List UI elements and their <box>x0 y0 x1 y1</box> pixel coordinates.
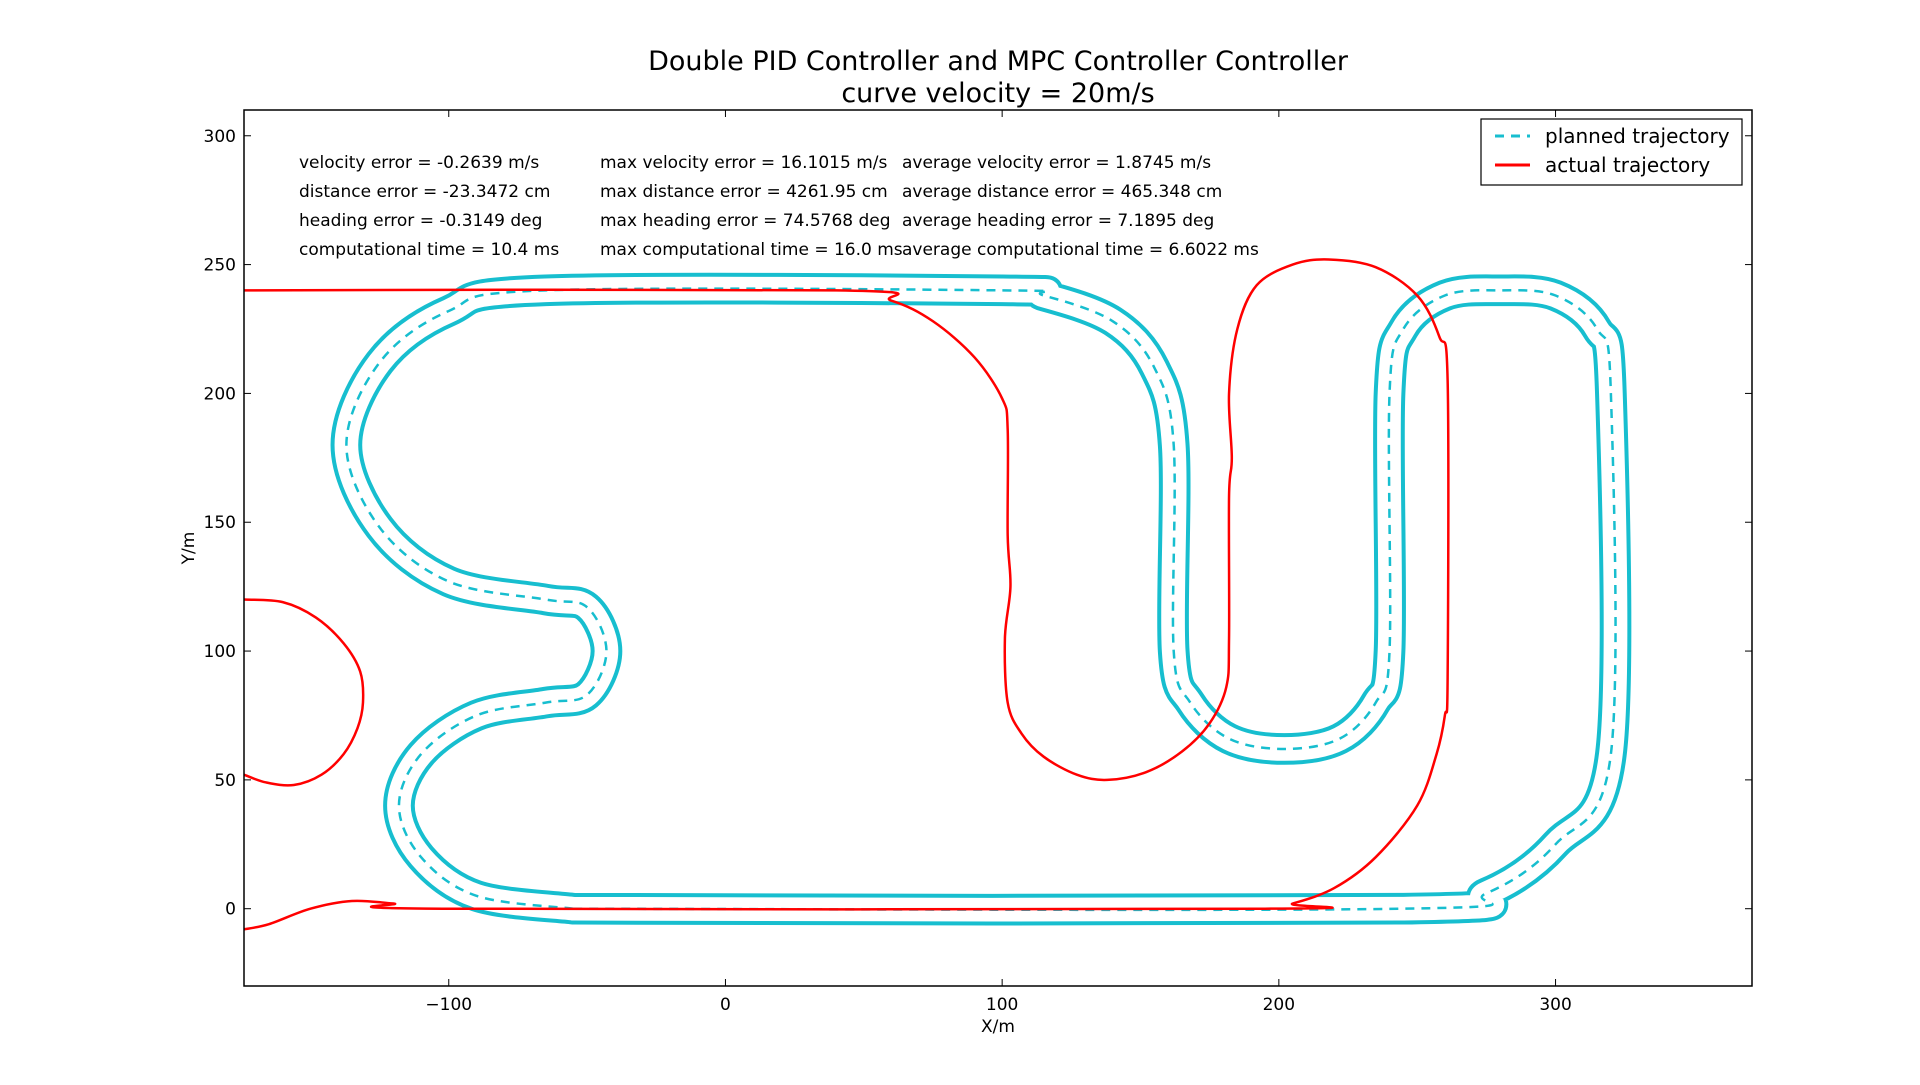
y-axis-label: Y/m <box>179 532 199 566</box>
legend-label-planned: planned trajectory <box>1545 124 1730 148</box>
stat-max-computational-time: max computational time = 16.0 ms <box>600 240 903 260</box>
stat-average-velocity-error: average velocity error = 1.8745 m/s <box>902 153 1211 173</box>
y-tick-label: 250 <box>204 256 236 276</box>
stat-computational-time: computational time = 10.4 ms <box>299 240 559 260</box>
stat-max-heading-error: max heading error = 74.5768 deg <box>600 211 891 231</box>
stat-average-distance-error: average distance error = 465.348 cm <box>902 182 1222 202</box>
planned-trajectory-line <box>345 287 1617 912</box>
plot-background <box>244 110 1752 986</box>
x-tick-label: 0 <box>720 995 731 1015</box>
y-tick-label: 200 <box>204 384 236 404</box>
plot-frame <box>243 109 1753 987</box>
stat-velocity-error: velocity error = -0.2639 m/s <box>299 153 539 173</box>
x-tick-label: 300 <box>1539 995 1571 1015</box>
legend-label-actual: actual trajectory <box>1545 153 1710 177</box>
actual-trajectory-line-2 <box>244 598 365 787</box>
actual-trajectory-line-1 <box>244 258 1450 931</box>
y-tick-label: 300 <box>204 127 236 147</box>
y-tick-label: 50 <box>214 771 236 791</box>
x-axis-label: X/m <box>981 1017 1015 1037</box>
x-tick-label: 200 <box>1263 995 1295 1015</box>
axis-ticks: −100 0 100 200 300 0 50 100 150 200 250 300 <box>204 110 1752 1015</box>
stat-average-heading-error: average heading error = 7.1895 deg <box>902 211 1214 231</box>
stat-max-velocity-error: max velocity error = 16.1015 m/s <box>600 153 887 173</box>
y-tick-label: 0 <box>225 900 236 920</box>
x-tick-label: 100 <box>986 995 1018 1015</box>
stat-average-computational-time: average computational time = 6.6022 ms <box>902 240 1259 260</box>
stat-max-distance-error: max distance error = 4261.95 cm <box>600 182 888 202</box>
x-tick-label: −100 <box>425 995 472 1015</box>
legend: planned trajectory actual trajectory <box>1480 118 1743 186</box>
y-tick-label: 100 <box>204 642 236 662</box>
chart-title: Double PID Controller and MPC Controller… <box>648 46 1349 77</box>
legend-box <box>1480 118 1743 186</box>
stats-annotations: velocity error = -0.2639 m/s max velocit… <box>299 153 1259 260</box>
actual-trajectory-layer <box>244 258 1450 931</box>
stat-heading-error: heading error = -0.3149 deg <box>299 211 542 231</box>
chart-subtitle: curve velocity = 20m/s <box>841 78 1154 109</box>
stat-distance-error: distance error = -23.3472 cm <box>299 182 550 202</box>
track-layer <box>330 272 1632 926</box>
y-tick-label: 150 <box>204 513 236 533</box>
